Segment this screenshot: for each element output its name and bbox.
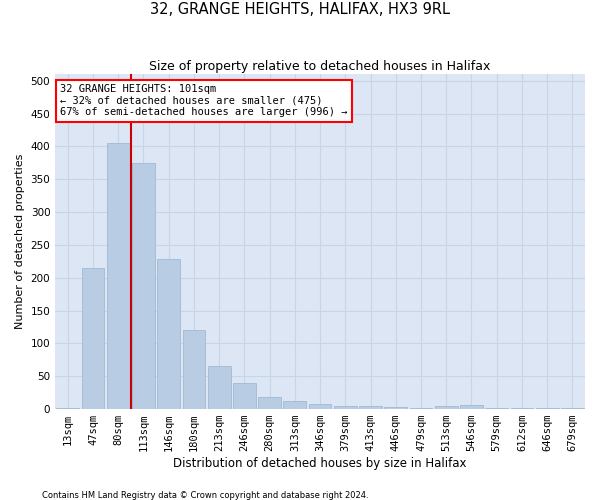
Bar xyxy=(359,406,382,409)
Text: 32, GRANGE HEIGHTS, HALIFAX, HX3 9RL: 32, GRANGE HEIGHTS, HALIFAX, HX3 9RL xyxy=(150,2,450,18)
Bar xyxy=(309,404,331,409)
Bar xyxy=(561,408,584,409)
Bar xyxy=(107,143,130,409)
Bar xyxy=(485,408,508,409)
Bar xyxy=(283,401,306,409)
Bar xyxy=(410,408,433,409)
Text: Contains HM Land Registry data © Crown copyright and database right 2024.: Contains HM Land Registry data © Crown c… xyxy=(42,490,368,500)
Y-axis label: Number of detached properties: Number of detached properties xyxy=(15,154,25,330)
Bar xyxy=(435,406,458,409)
Title: Size of property relative to detached houses in Halifax: Size of property relative to detached ho… xyxy=(149,60,491,73)
Bar xyxy=(334,406,356,409)
Bar xyxy=(511,408,533,409)
X-axis label: Distribution of detached houses by size in Halifax: Distribution of detached houses by size … xyxy=(173,457,467,470)
Bar xyxy=(132,163,155,409)
Bar xyxy=(460,405,483,409)
Bar xyxy=(82,268,104,409)
Text: 32 GRANGE HEIGHTS: 101sqm
← 32% of detached houses are smaller (475)
67% of semi: 32 GRANGE HEIGHTS: 101sqm ← 32% of detac… xyxy=(61,84,348,117)
Bar xyxy=(258,398,281,409)
Bar xyxy=(182,330,205,409)
Bar xyxy=(157,260,180,409)
Bar xyxy=(385,407,407,409)
Bar xyxy=(233,383,256,409)
Bar xyxy=(208,366,230,409)
Bar xyxy=(536,408,559,409)
Bar xyxy=(56,408,79,409)
